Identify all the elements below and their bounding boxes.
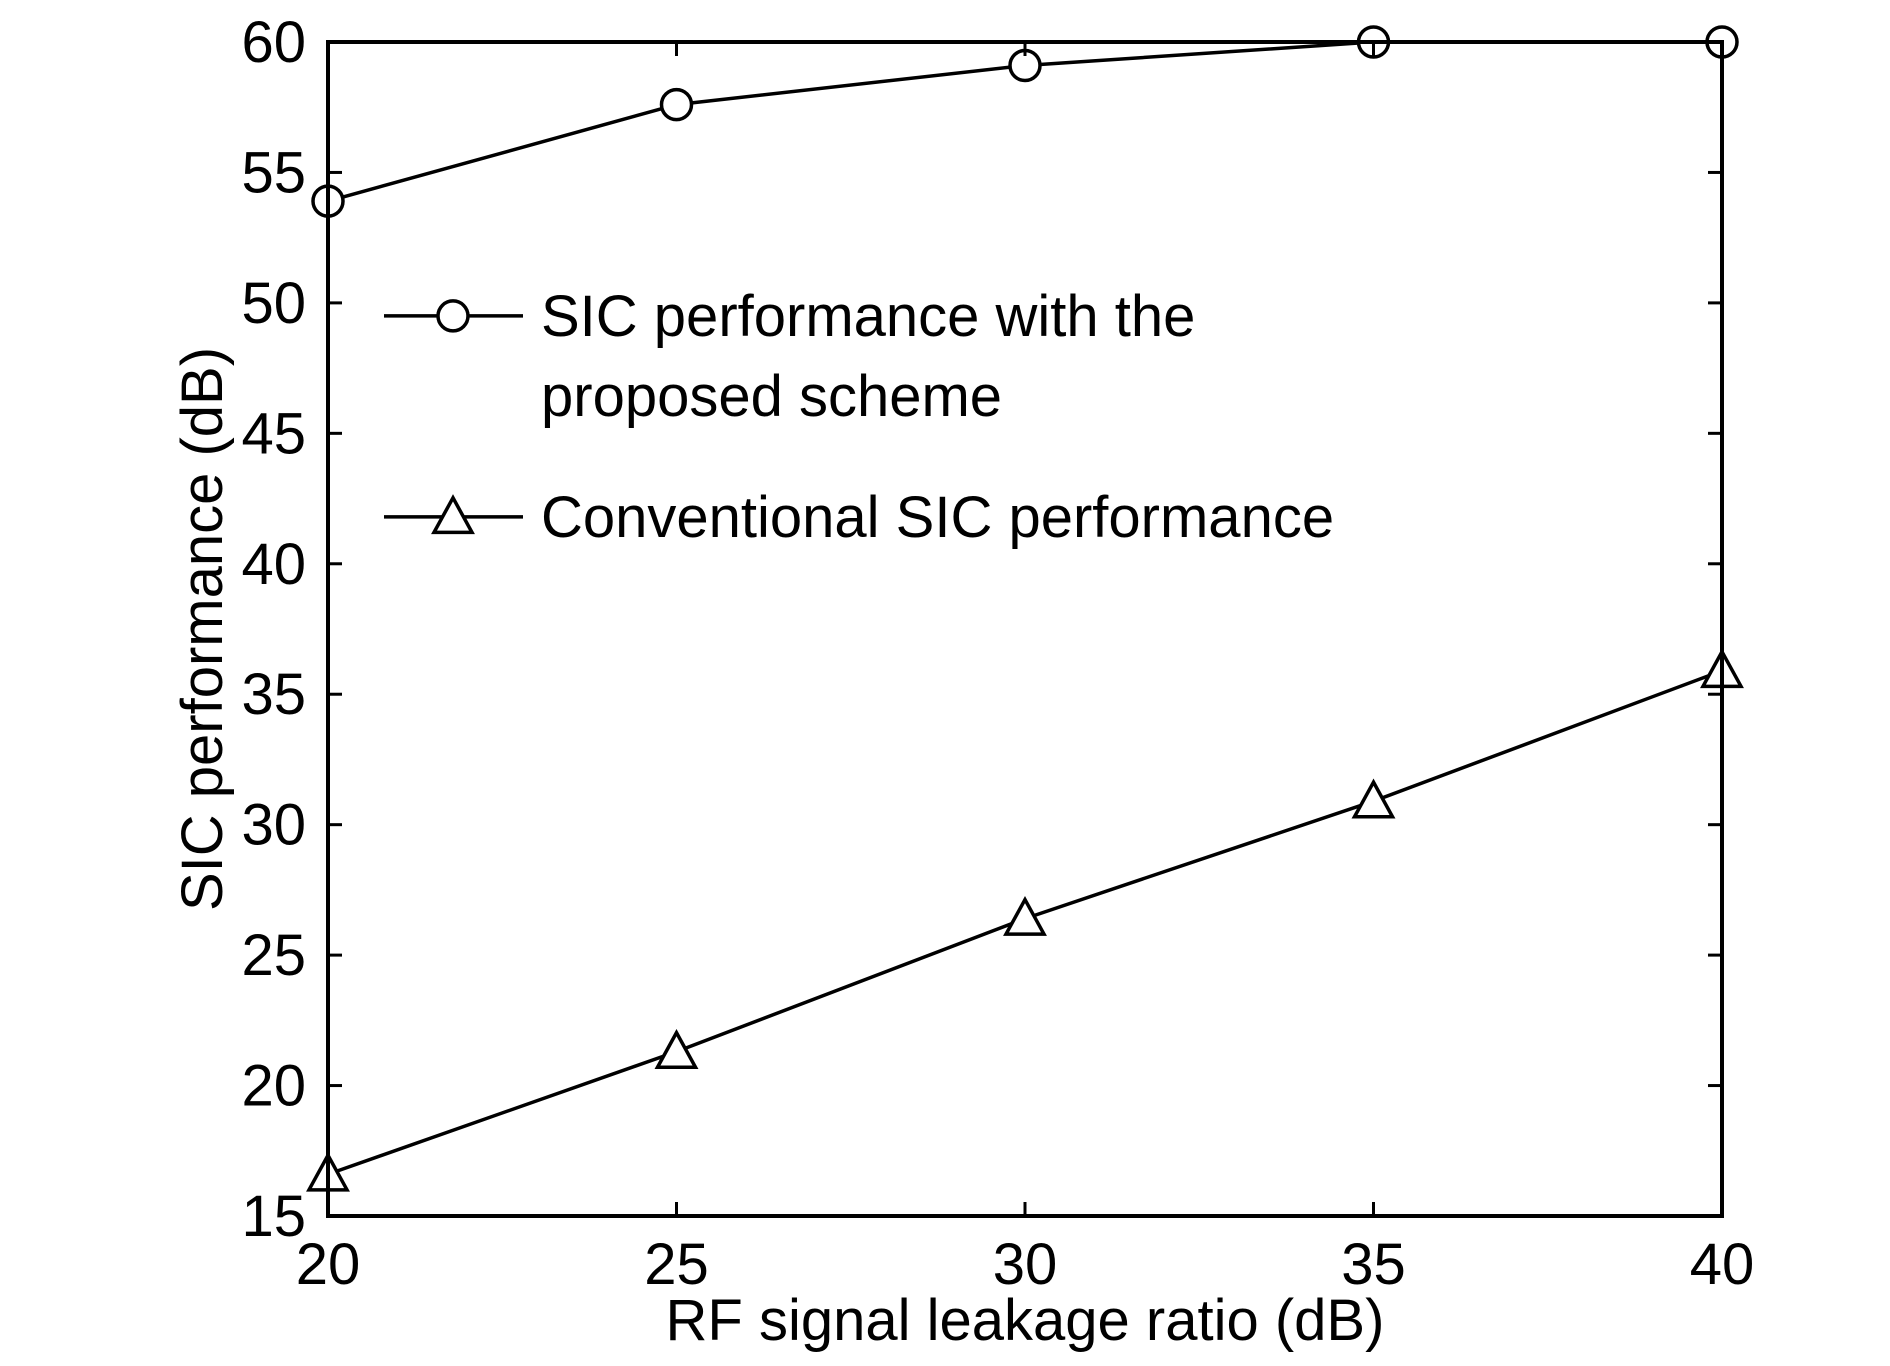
legend-label-triangle: Conventional SIC performance: [541, 485, 1334, 550]
x-tick-label: 40: [1690, 1232, 1755, 1297]
legend-marker-triangle: [431, 494, 475, 535]
plot-area-frame: [326, 40, 1724, 1218]
y-tick-label: 55: [241, 140, 306, 205]
x-tick-label: 35: [1341, 1232, 1406, 1297]
legend: SIC performance with the proposed scheme C…: [384, 284, 1334, 550]
y-tick-label: 20: [241, 1054, 306, 1119]
legend-marker-circle: [436, 299, 470, 333]
legend-entry-triangle: Conventional SIC performance: [384, 485, 1334, 550]
x-tick-label: 25: [644, 1232, 709, 1297]
data-point-circle: [659, 87, 694, 122]
series-layer: [306, 25, 1744, 1192]
y-tick-label: 15: [241, 1184, 306, 1249]
y-tick-label: 60: [241, 10, 306, 75]
x-axis-title: RF signal leakage ratio (dB): [666, 1288, 1385, 1353]
y-tick-label: 45: [241, 401, 306, 466]
x-tick-label: 30: [993, 1232, 1058, 1297]
series-triangle: [306, 648, 1744, 1192]
y-tick-label: 40: [241, 532, 306, 597]
data-point-triangle: [654, 1029, 699, 1069]
x-tick-label: 20: [296, 1232, 361, 1297]
y-tick-label: 30: [241, 793, 306, 858]
legend-label-circle: SIC performance with the: [541, 284, 1195, 349]
data-point-triangle: [1351, 778, 1396, 819]
legend-entry-circle: SIC performance with the proposed scheme: [384, 284, 1195, 429]
y-tick-label: 35: [241, 662, 306, 727]
legend-label-circle: proposed scheme: [541, 364, 1002, 429]
y-tick-label: 50: [241, 271, 306, 336]
y-axis-title: SIC performance (dB): [170, 347, 235, 911]
y-tick-label: 25: [241, 923, 306, 988]
data-point-triangle: [1003, 895, 1047, 936]
